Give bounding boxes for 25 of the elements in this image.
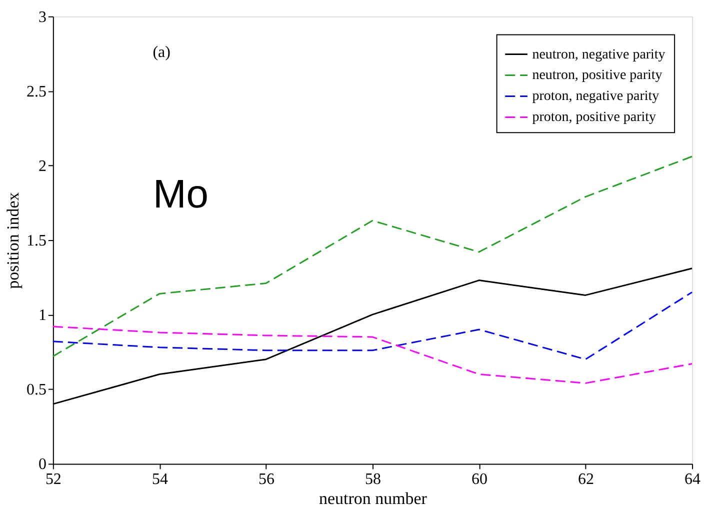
y-tick-label: 2	[38, 158, 46, 175]
legend-label: neutron, negative parity	[532, 47, 666, 62]
legend-label: neutron, positive parity	[532, 68, 662, 84]
annotation: Mo	[153, 172, 208, 216]
y-tick-label: 0.5	[26, 382, 46, 399]
y-tick-label: 3	[38, 8, 46, 26]
legend-label: proton, negative parity	[532, 89, 660, 104]
line-series	[52, 291, 693, 360]
legend-label: proton, positive parity	[532, 110, 656, 126]
y-axis-title: position index	[3, 192, 22, 289]
y-tick-label: 0	[38, 456, 46, 474]
x-tick-label: 52	[45, 471, 62, 488]
x-tick-label: 62	[578, 471, 594, 488]
x-tick-label: 54	[152, 471, 168, 488]
annotation: (a)	[152, 44, 170, 62]
y-tick-label: 2.5	[26, 83, 46, 100]
line-series	[52, 326, 693, 384]
x-tick-label: 60	[472, 471, 488, 488]
x-tick-label: 56	[258, 471, 274, 488]
x-tick-label: 58	[364, 471, 381, 488]
line-series	[52, 156, 693, 358]
y-tick-label: 1	[38, 307, 46, 324]
x-tick-label: 64	[684, 471, 701, 488]
x-axis-title: neutron number	[319, 489, 428, 507]
y-tick-label: 1.5	[26, 232, 46, 250]
